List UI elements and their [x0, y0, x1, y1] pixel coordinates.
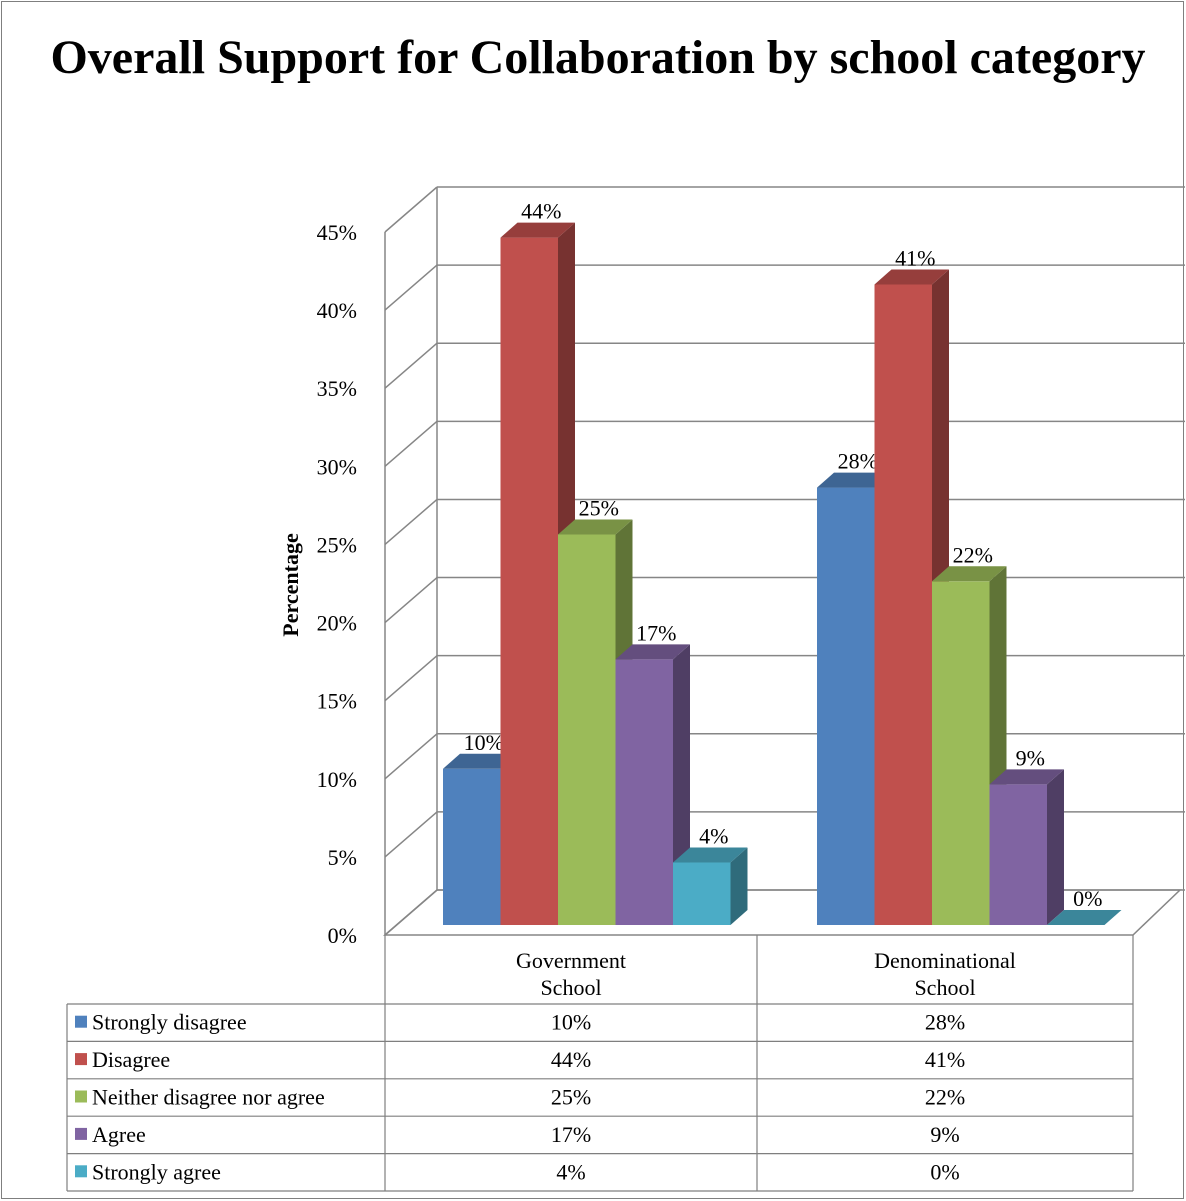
legend-label: Neither disagree nor agree — [92, 1085, 325, 1110]
x-category-label: School — [914, 975, 975, 1000]
legend-label: Disagree — [92, 1047, 170, 1072]
bar-side — [1047, 769, 1064, 925]
side-gridline — [384, 576, 438, 624]
side-gridline — [384, 811, 438, 858]
data-label: 44% — [521, 199, 561, 224]
bar-front — [558, 534, 616, 925]
table-value: 0% — [930, 1159, 959, 1184]
bar-front — [874, 284, 932, 925]
bar-front — [989, 784, 1047, 925]
y-tick-label: 45% — [317, 220, 357, 245]
table-value: 44% — [551, 1047, 591, 1072]
bar-top — [932, 566, 1007, 582]
bar-front — [443, 768, 501, 925]
bar-top — [443, 753, 518, 769]
x-category-label: Government — [516, 948, 626, 973]
bar-front — [817, 487, 875, 925]
data-label: 41% — [895, 245, 935, 270]
bar-front — [615, 659, 673, 925]
side-gridline — [384, 498, 438, 546]
y-tick-label: 25% — [317, 532, 357, 557]
legend-swatch — [75, 1165, 87, 1178]
y-axis-title: Percentage — [278, 533, 303, 637]
data-label: 10% — [464, 730, 504, 755]
bar-front — [932, 581, 990, 925]
data-label: 4% — [699, 824, 728, 849]
y-tick-label: 10% — [317, 767, 357, 792]
legend-label: Strongly disagree — [92, 1010, 247, 1035]
side-gridline — [384, 420, 438, 467]
legend-swatch — [75, 1090, 87, 1103]
bar-top — [558, 519, 633, 535]
bar-top — [817, 472, 892, 488]
table-value: 41% — [925, 1047, 965, 1072]
bar-front — [673, 862, 731, 925]
legend-swatch — [75, 1053, 87, 1066]
data-label: 9% — [1016, 745, 1045, 770]
bar-top — [615, 644, 690, 660]
legend-swatch — [75, 1127, 87, 1140]
y-tick-label: 35% — [317, 376, 357, 401]
y-tick-label: 30% — [317, 454, 357, 479]
bar-front — [500, 237, 558, 926]
bar-top — [874, 269, 949, 285]
y-tick-label: 5% — [328, 845, 357, 870]
y-tick-label: 15% — [317, 689, 357, 714]
data-label: 28% — [838, 449, 878, 474]
bar-top — [989, 769, 1064, 785]
table-value: 28% — [925, 1010, 965, 1035]
data-label: 0% — [1073, 886, 1102, 911]
bar-top — [1047, 910, 1122, 925]
table-value: 10% — [551, 1010, 591, 1035]
side-gridline — [384, 733, 438, 780]
bar-top — [673, 847, 748, 863]
side-gridline — [384, 264, 438, 311]
floor — [382, 889, 1182, 936]
y-tick-label: 20% — [317, 611, 357, 636]
table-value: 4% — [556, 1159, 585, 1184]
legend-label: Agree — [92, 1122, 146, 1147]
x-category-label: Denominational — [874, 948, 1016, 973]
legend-label: Strongly agree — [92, 1159, 221, 1184]
bar-side — [730, 847, 748, 925]
table-value: 9% — [930, 1122, 959, 1147]
data-label: 25% — [579, 495, 619, 520]
chart-title: Overall Support for Collaboration by sch… — [50, 31, 1146, 84]
table-value: 25% — [551, 1085, 591, 1110]
table-value: 17% — [551, 1122, 591, 1147]
side-gridline — [384, 342, 438, 389]
x-category-label: School — [540, 975, 601, 1000]
y-tick-label: 0% — [328, 923, 357, 948]
side-gridline — [384, 186, 438, 233]
side-gridline — [384, 655, 438, 702]
y-tick-label: 40% — [317, 298, 357, 323]
bar-top — [500, 222, 575, 238]
legend-swatch — [75, 1015, 87, 1028]
data-label: 17% — [636, 620, 676, 645]
table-value: 22% — [925, 1085, 965, 1110]
data-label: 22% — [953, 542, 993, 567]
